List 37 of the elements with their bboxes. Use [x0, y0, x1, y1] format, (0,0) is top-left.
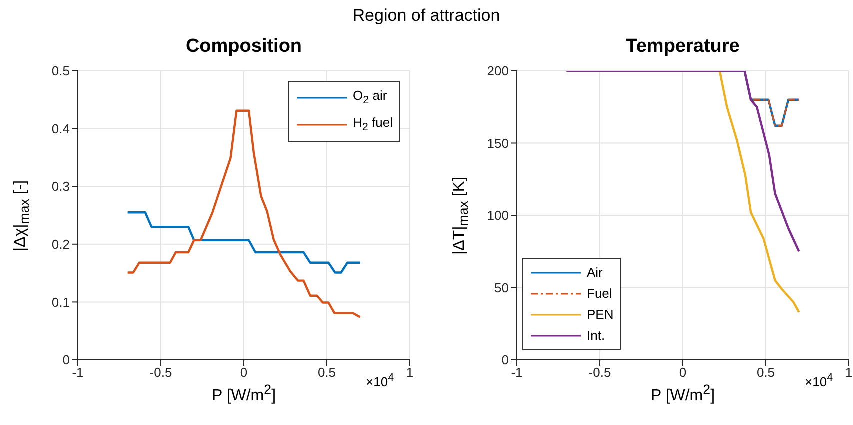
line-series — [566, 71, 800, 253]
x-tick-label: -1 — [72, 365, 84, 380]
y-tick-label: 0.5 — [52, 64, 70, 79]
y-tick-label: 0.1 — [52, 294, 70, 310]
y-tick-label: 0.2 — [52, 237, 70, 252]
y-tick-label: 0 — [62, 352, 70, 368]
legend-label: Air — [587, 264, 603, 282]
x-tick-label: 1 — [845, 365, 853, 380]
y-tick-label: 150 — [487, 136, 509, 151]
x-tick-label: -1 — [511, 365, 523, 380]
legend-label: Fuel — [587, 285, 612, 303]
legend-label: H$_{2}$ fuel — [353, 114, 393, 136]
x-axis-title: P [W/m$^{2}$] — [650, 382, 716, 404]
line-series — [126, 212, 362, 274]
y-tick-label: 100 — [487, 208, 509, 224]
text: Region of attraction — [352, 6, 502, 26]
x-tick-label: 0.5 — [318, 365, 336, 380]
chart-title: Temperature — [625, 36, 741, 58]
x-axis-title: P [W/m$^{2}$] — [212, 382, 276, 404]
x-tick-label: -0.5 — [588, 365, 612, 380]
x-tick-label: -0.5 — [150, 365, 172, 380]
legend-label: O$_{2}$ air — [353, 87, 388, 109]
legend-label: Int. — [587, 327, 606, 345]
y-tick-label: 0.3 — [52, 179, 70, 194]
line-series — [126, 110, 362, 318]
x-tick-label: 1 — [406, 365, 414, 380]
y-tick-label: 0.4 — [52, 121, 70, 136]
y-tick-label: 0 — [502, 352, 509, 368]
legend-label: PEN — [587, 306, 614, 324]
x-tick-label: 0 — [240, 365, 248, 380]
text: ×10$^{4}$ — [366, 372, 394, 390]
y-tick-label: 50 — [494, 280, 509, 296]
y-tick-label: 200 — [487, 64, 509, 79]
text: ×10$^{4}$ — [805, 372, 834, 390]
x-tick-label: 0.5 — [756, 365, 776, 380]
x-tick-label: 0 — [679, 365, 687, 380]
chart-title: Composition — [184, 36, 304, 58]
